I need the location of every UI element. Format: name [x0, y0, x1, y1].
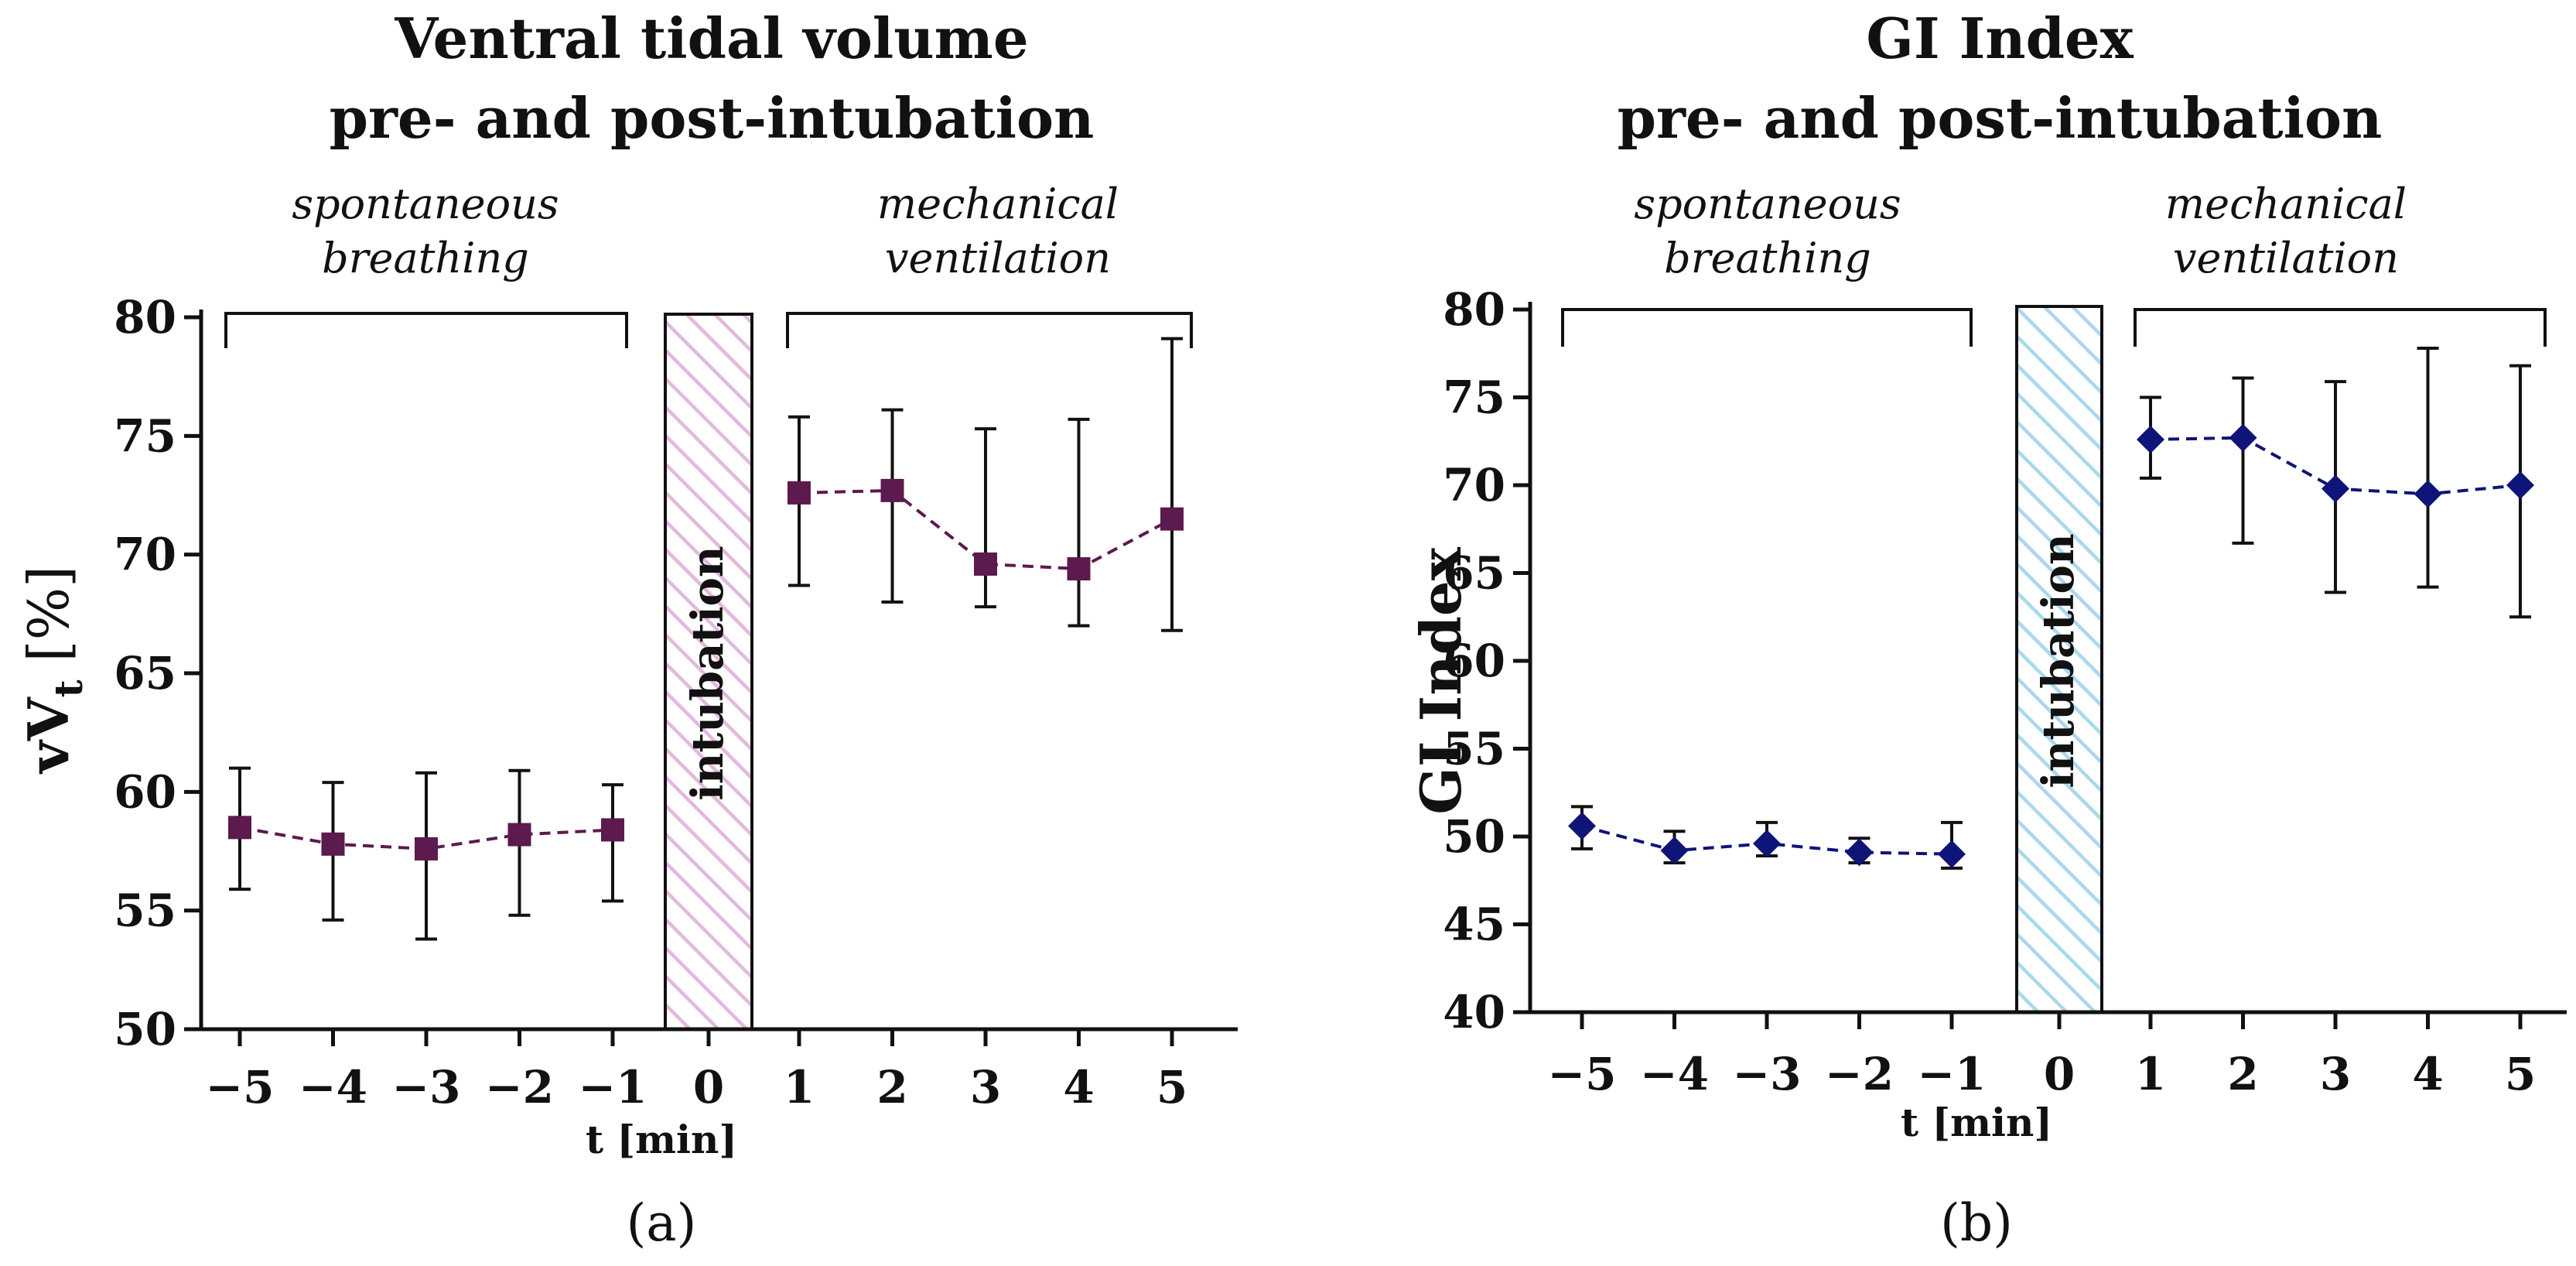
panel-a-plot-area: intubation 50 55 60 65 70 75 80 −5 −4 −3 −2 −1 0 1 2 3 4 5 [114, 291, 1238, 1114]
panel-a-pre-label-line2: breathing [322, 234, 529, 282]
panel-a-title-line2: pre- and post-intubation [330, 85, 1095, 151]
panel-b-y-tick-label: 40 [1443, 986, 1505, 1038]
panel-b-data-point [2506, 471, 2534, 499]
panel-a-x-tick-label: −4 [299, 1061, 367, 1114]
panel-b-x-tick-label: 1 [2135, 1048, 2166, 1100]
panel-a-intubation-label: intubation [682, 546, 733, 800]
panel-a-y-tick-label: 65 [114, 647, 176, 700]
panel-a-y-tick-label: 55 [114, 884, 176, 937]
panel-b-x-tick-label: 0 [2044, 1048, 2075, 1100]
panel-a-data-point [601, 818, 624, 842]
panel-b-x-tick-label: 5 [2505, 1048, 2536, 1100]
panel-a-series-1-line [798, 488, 1173, 571]
panel-b-bracket-post [2134, 308, 2547, 347]
panel-a-bracket-post [786, 312, 1193, 348]
panel-a-y-axis-label: vVt [%] [15, 566, 91, 775]
panel-b-data-point [2137, 425, 2164, 453]
panel-b-label: (b) [1940, 1193, 2013, 1253]
panel-a-x-tick-label: 4 [1063, 1061, 1094, 1114]
panel-a-data-point [228, 816, 251, 840]
panel-a-x-tick-label: −1 [579, 1061, 647, 1114]
panel-b-y-axis-label: GI Index [1408, 546, 1474, 814]
panel-b-y-tick-label: 70 [1443, 459, 1505, 512]
panel-b-x-tick-label: −2 [1825, 1048, 1894, 1100]
panel-b-y-tick-label: 65 [1443, 547, 1505, 600]
panel-a-x-tick-label: 3 [970, 1061, 1001, 1114]
panel-a-x-tick-label: 5 [1156, 1061, 1187, 1114]
panel-a-data-point [507, 823, 531, 847]
panel-b-data-point [2321, 474, 2349, 503]
panel-b-y-tick-label: 50 [1443, 810, 1505, 863]
panel-b-x-tick-label: 2 [2227, 1048, 2258, 1100]
panel-b-x-axis-label: t [min] [1901, 1100, 2052, 1145]
panel-b-y-tick-label: 80 [1443, 283, 1505, 336]
panel-a-x-axis-label: t [min] [586, 1117, 737, 1162]
panel-b-data-point [1660, 837, 1689, 865]
panel-a-x-tick-label: 2 [876, 1061, 907, 1114]
panel-a-x-tick-label: 0 [693, 1061, 724, 1114]
panel-b-x-tick-label: −4 [1640, 1048, 1709, 1100]
panel-b-x-tick-label: 4 [2412, 1048, 2443, 1100]
panel-a-x-tick-label: 1 [784, 1061, 815, 1114]
panel-b: GI Index pre- and post-intubation sponta… [1408, 5, 2567, 1253]
panel-b-intubation-box [2015, 305, 2103, 1014]
panel-b-pre-label-line2: breathing [1664, 234, 1871, 282]
panel-b-data-point [1753, 830, 1781, 858]
panel-a-post-label-line1: mechanical [877, 180, 1119, 228]
panel-b-title-line2: pre- and post-intubation [1618, 85, 2383, 151]
panel-b-x-tick-label: −1 [1918, 1048, 1987, 1100]
panel-b-x-tick-label: −3 [1733, 1048, 1802, 1100]
panel-a-y-tick-label: 70 [114, 529, 176, 581]
panel-b-bracket-pre [1561, 308, 1973, 347]
panel-a-label: (a) [627, 1193, 697, 1253]
panel-b-pre-label-line1: spontaneous [1634, 180, 1901, 228]
panel-b-title-line1: GI Index [1866, 5, 2134, 71]
panel-a-data-point [321, 832, 345, 856]
panel-a-y-label-main: vV [15, 696, 81, 775]
panel-a-data-point [880, 478, 904, 502]
panel-a-data-point [974, 552, 997, 576]
panel-a-post-label-line2: ventilation [885, 234, 1111, 282]
panel-b-y-tick-label: 60 [1443, 635, 1505, 687]
panel-a-bracket-pre [224, 312, 628, 348]
panel-a-y-tick-label: 50 [114, 1003, 176, 1056]
panel-a-title-line1: Ventral tidal volume [394, 5, 1028, 71]
panel-b-post-label-line1: mechanical [2165, 180, 2407, 228]
panel-a-y-label-sub: t [46, 679, 91, 697]
panel-a-data-point [1160, 507, 1184, 531]
panel-b-x-tick-label: −5 [1548, 1048, 1617, 1100]
panel-b-y-tick-label: 45 [1443, 898, 1505, 951]
panel-b-x-tick-label: 3 [2320, 1048, 2351, 1100]
panel-b-y-tick-label: 55 [1443, 723, 1505, 775]
panel-a-y-tick-label: 75 [114, 409, 176, 462]
panel-a-x-tick-label: −3 [392, 1061, 461, 1114]
panel-b-data-point [1568, 812, 1596, 840]
panel-b-data-point [1845, 838, 1874, 867]
panel-a: Ventral tidal volume pre- and post-intub… [15, 5, 1238, 1253]
panel-b-data-point [2229, 423, 2257, 452]
panel-a-x-tick-label: −2 [485, 1061, 554, 1114]
panel-a-data-point [1067, 557, 1091, 581]
panel-b-intubation-label: intubation [2033, 533, 2084, 788]
panel-b-y-tick-label: 75 [1443, 371, 1505, 424]
panel-a-data-point [415, 837, 438, 861]
panel-a-pre-label-line1: spontaneous [292, 180, 559, 228]
panel-a-y-tick-label: 80 [114, 291, 176, 344]
panel-a-y-tick-label: 60 [114, 765, 176, 818]
panel-a-x-tick-label: −5 [206, 1061, 275, 1114]
panel-a-data-point [787, 481, 811, 505]
panel-b-data-point [1938, 840, 1966, 868]
panel-a-y-label-unit: [%] [16, 566, 81, 679]
panel-b-post-label-line2: ventilation [2173, 234, 2399, 282]
panel-b-data-point [2414, 480, 2442, 508]
panel-a-intubation-box [664, 313, 753, 1031]
